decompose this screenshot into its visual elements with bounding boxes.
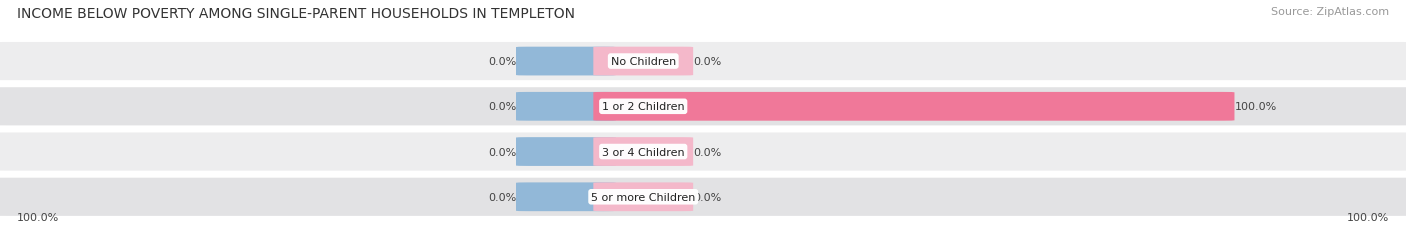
FancyBboxPatch shape <box>593 92 1234 121</box>
FancyBboxPatch shape <box>516 182 616 211</box>
Text: 0.0%: 0.0% <box>693 192 721 202</box>
FancyBboxPatch shape <box>0 132 1406 172</box>
Text: INCOME BELOW POVERTY AMONG SINGLE-PARENT HOUSEHOLDS IN TEMPLETON: INCOME BELOW POVERTY AMONG SINGLE-PARENT… <box>17 7 575 21</box>
Text: 0.0%: 0.0% <box>488 57 516 67</box>
Text: 3 or 4 Children: 3 or 4 Children <box>602 147 685 157</box>
FancyBboxPatch shape <box>593 137 693 166</box>
Text: 0.0%: 0.0% <box>488 147 516 157</box>
Text: 100.0%: 100.0% <box>1347 213 1389 222</box>
Text: No Children: No Children <box>610 57 676 67</box>
FancyBboxPatch shape <box>0 42 1406 82</box>
Text: 0.0%: 0.0% <box>693 147 721 157</box>
Text: 100.0%: 100.0% <box>17 213 59 222</box>
FancyBboxPatch shape <box>593 182 693 211</box>
FancyBboxPatch shape <box>516 137 616 166</box>
Text: 0.0%: 0.0% <box>488 102 516 112</box>
Text: 0.0%: 0.0% <box>488 192 516 202</box>
Text: 1 or 2 Children: 1 or 2 Children <box>602 102 685 112</box>
FancyBboxPatch shape <box>593 47 693 76</box>
Text: Source: ZipAtlas.com: Source: ZipAtlas.com <box>1271 7 1389 17</box>
FancyBboxPatch shape <box>516 47 616 76</box>
FancyBboxPatch shape <box>516 92 616 121</box>
Text: 0.0%: 0.0% <box>693 57 721 67</box>
Text: 5 or more Children: 5 or more Children <box>591 192 696 202</box>
Text: 100.0%: 100.0% <box>1234 102 1277 112</box>
FancyBboxPatch shape <box>0 177 1406 217</box>
FancyBboxPatch shape <box>0 87 1406 127</box>
